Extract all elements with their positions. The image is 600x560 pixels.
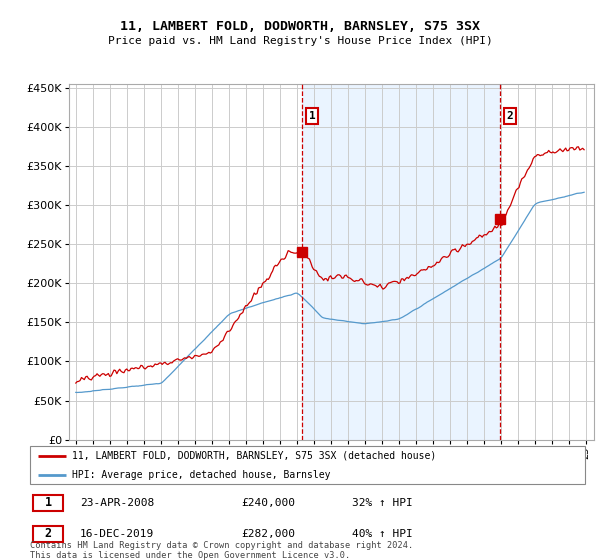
FancyBboxPatch shape — [33, 526, 64, 542]
Text: 2: 2 — [44, 528, 52, 540]
Text: 11, LAMBERT FOLD, DODWORTH, BARNSLEY, S75 3SX (detached house): 11, LAMBERT FOLD, DODWORTH, BARNSLEY, S7… — [71, 451, 436, 461]
Text: 32% ↑ HPI: 32% ↑ HPI — [352, 498, 413, 508]
Text: 40% ↑ HPI: 40% ↑ HPI — [352, 529, 413, 539]
Text: 11, LAMBERT FOLD, DODWORTH, BARNSLEY, S75 3SX: 11, LAMBERT FOLD, DODWORTH, BARNSLEY, S7… — [120, 20, 480, 32]
Text: Contains HM Land Registry data © Crown copyright and database right 2024.
This d: Contains HM Land Registry data © Crown c… — [30, 540, 413, 560]
Text: 1: 1 — [44, 497, 52, 510]
Text: 2: 2 — [506, 111, 513, 121]
FancyBboxPatch shape — [33, 495, 64, 511]
Bar — [302, 84, 500, 440]
Text: 16-DEC-2019: 16-DEC-2019 — [80, 529, 154, 539]
Text: 23-APR-2008: 23-APR-2008 — [80, 498, 154, 508]
Text: £282,000: £282,000 — [241, 529, 295, 539]
Text: £240,000: £240,000 — [241, 498, 295, 508]
Text: Price paid vs. HM Land Registry's House Price Index (HPI): Price paid vs. HM Land Registry's House … — [107, 36, 493, 46]
Text: 1: 1 — [308, 111, 316, 121]
FancyBboxPatch shape — [30, 446, 585, 484]
Text: HPI: Average price, detached house, Barnsley: HPI: Average price, detached house, Barn… — [71, 470, 330, 480]
